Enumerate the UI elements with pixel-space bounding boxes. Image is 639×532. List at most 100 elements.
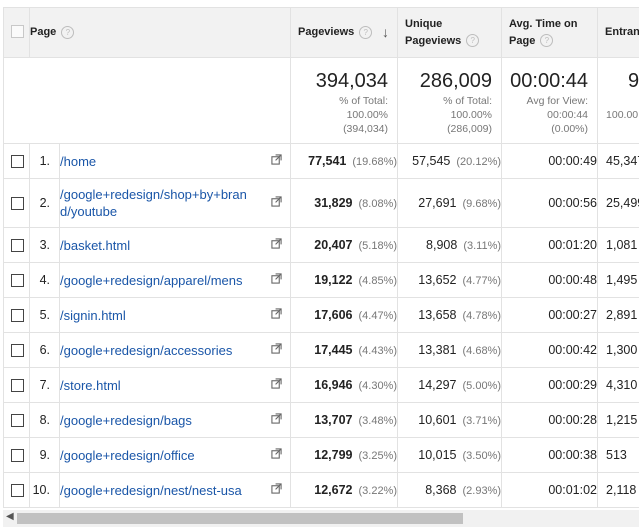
page-link[interactable]: /google+redesign/apparel/mens xyxy=(60,272,243,288)
table-row: 7. /store.html 16,946 (4.30%) 14,297 (5.00… xyxy=(3,367,639,403)
row-checkbox[interactable] xyxy=(11,414,24,428)
row-select-cell[interactable] xyxy=(3,402,30,438)
row-select-cell[interactable] xyxy=(3,367,30,403)
total-entrances-percent: 100.00 xyxy=(606,109,639,121)
pageviews-value: 77,541 xyxy=(308,154,347,168)
pageviews-percent: (19.68%) xyxy=(352,156,398,168)
select-all-cell[interactable] xyxy=(3,7,30,58)
external-link-icon[interactable] xyxy=(271,378,282,389)
external-link-icon[interactable] xyxy=(271,483,282,494)
row-select-cell[interactable] xyxy=(3,297,30,333)
row-select-cell[interactable] xyxy=(3,332,30,368)
row-checkbox[interactable] xyxy=(11,484,24,498)
row-checkbox[interactable] xyxy=(11,197,24,211)
row-select-cell[interactable] xyxy=(3,143,30,179)
unique-pageviews-cell: 14,297 (5.00%) xyxy=(397,367,503,403)
external-link-icon[interactable] xyxy=(271,273,282,284)
row-checkbox[interactable] xyxy=(11,239,24,253)
total-count: (286,009) xyxy=(447,123,493,135)
row-index: 7. xyxy=(39,378,50,392)
avg-time-value: 00:00:28 xyxy=(548,413,598,427)
row-checkbox[interactable] xyxy=(11,309,24,323)
external-link-icon[interactable] xyxy=(271,413,282,424)
unique-pageviews-percent: (3.50%) xyxy=(462,450,502,462)
row-index: 1. xyxy=(39,154,50,168)
table-row: 4. /google+redesign/apparel/mens 19,122 (… xyxy=(3,262,639,298)
table-row: 5. /signin.html 17,606 (4.47%) 13,658 (4.7… xyxy=(3,297,639,333)
pageviews-cell: 31,829 (8.08%) xyxy=(290,178,399,228)
page-link[interactable]: /google+redesign/shop+by+brand/youtube xyxy=(60,187,247,219)
unique-pageviews-value: 13,652 xyxy=(418,273,457,287)
help-icon[interactable]: ? xyxy=(359,25,373,39)
unique-pageviews-cell: 13,652 (4.77%) xyxy=(397,262,503,298)
help-icon[interactable]: ? xyxy=(540,34,554,48)
row-select-cell[interactable] xyxy=(3,437,30,473)
row-checkbox[interactable] xyxy=(11,379,24,393)
unique-pageviews-column-header[interactable]: Unique Pageviews? xyxy=(397,7,503,58)
horizontal-scrollbar[interactable]: ◀ xyxy=(3,510,639,527)
page-link[interactable]: /store.html xyxy=(60,377,121,393)
unique-pageviews-cell: 57,545 (20.12%) xyxy=(397,143,503,179)
row-checkbox[interactable] xyxy=(11,344,24,358)
page-link[interactable]: /home xyxy=(60,153,97,169)
page-link[interactable]: /signin.html xyxy=(60,307,126,323)
entrances-cell: 2,118 xyxy=(597,472,639,508)
entrances-column-header[interactable]: Entrances xyxy=(597,7,639,58)
page-link[interactable]: /google+redesign/accessories xyxy=(60,342,233,358)
pageviews-percent: (4.30%) xyxy=(358,380,398,392)
avg-time-cell: 00:00:28 xyxy=(501,402,599,438)
row-index: 2. xyxy=(39,196,50,210)
row-checkbox[interactable] xyxy=(11,155,24,169)
external-link-icon[interactable] xyxy=(271,448,282,459)
select-all-checkbox[interactable] xyxy=(11,24,24,38)
scroll-left-arrow-icon[interactable]: ◀ xyxy=(6,511,14,522)
page-link[interactable]: /google+redesign/bags xyxy=(60,412,192,428)
external-link-icon[interactable] xyxy=(271,154,282,165)
unique-pageviews-percent: (9.68%) xyxy=(462,198,502,210)
entrances-value: 45,347 xyxy=(606,154,639,168)
entrances-cell: 1,300 xyxy=(597,332,639,368)
row-index-cell: 1. xyxy=(29,143,60,179)
external-link-icon[interactable] xyxy=(271,308,282,319)
row-checkbox[interactable] xyxy=(11,274,24,288)
row-checkbox[interactable] xyxy=(11,449,24,463)
page-link[interactable]: /google+redesign/nest/nest-usa xyxy=(60,482,242,498)
pageviews-column-header[interactable]: Pageviews? ↓ xyxy=(290,7,399,58)
entrances-cell: 513 xyxy=(597,437,639,473)
row-index-cell: 2. xyxy=(29,178,60,228)
entrances-cell: 4,310 xyxy=(597,367,639,403)
total-avg-time-value: 00:00:44 xyxy=(510,70,589,92)
table-row: 10. /google+redesign/nest/nest-usa 12,67… xyxy=(3,472,639,508)
row-select-cell[interactable] xyxy=(3,262,30,298)
page-cell: /google+redesign/apparel/mens xyxy=(58,262,292,298)
scrollbar-thumb[interactable] xyxy=(17,513,463,524)
total-percent: 100.00% xyxy=(346,109,389,121)
table-body: 1. /home 77,541 (19.68%) 57,545 (20.12%) 0… xyxy=(3,143,639,508)
avg-time-column-header[interactable]: Avg. Time on Page? xyxy=(501,7,599,58)
pageviews-percent: (4.43%) xyxy=(358,345,398,357)
avg-time-cell: 00:00:48 xyxy=(501,262,599,298)
pageviews-value: 31,829 xyxy=(314,196,353,210)
page-cell: /home xyxy=(58,143,292,179)
row-select-cell[interactable] xyxy=(3,227,30,263)
unique-pageviews-value: 57,545 xyxy=(412,154,451,168)
sort-desc-arrow-icon[interactable]: ↓ xyxy=(382,24,390,40)
pageviews-value: 17,445 xyxy=(314,343,353,357)
entrances-cell: 45,347 xyxy=(597,143,639,179)
unique-pageviews-percent: (2.93%) xyxy=(462,485,502,497)
unique-pageviews-percent: (20.12%) xyxy=(456,156,502,168)
row-index-cell: 6. xyxy=(29,332,60,368)
pageviews-cell: 12,672 (3.22%) xyxy=(290,472,399,508)
page-column-header[interactable]: Page? xyxy=(28,7,292,58)
page-link[interactable]: /basket.html xyxy=(60,237,131,253)
table-row: 1. /home 77,541 (19.68%) 57,545 (20.12%) 0… xyxy=(3,143,639,179)
row-select-cell[interactable] xyxy=(3,472,30,508)
row-select-cell[interactable] xyxy=(3,178,30,228)
help-icon[interactable]: ? xyxy=(61,25,75,39)
external-link-icon[interactable] xyxy=(271,238,282,249)
page-link[interactable]: /google+redesign/office xyxy=(60,447,195,463)
external-link-icon[interactable] xyxy=(271,343,282,354)
unique-pageviews-cell: 13,381 (4.68%) xyxy=(397,332,503,368)
help-icon[interactable]: ? xyxy=(466,34,480,48)
external-link-icon[interactable] xyxy=(271,196,282,207)
